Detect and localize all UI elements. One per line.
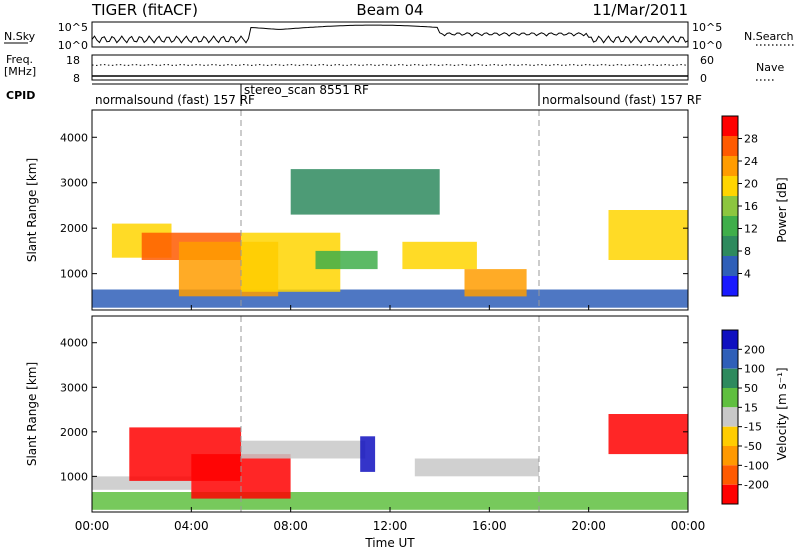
colorbar-swatch bbox=[722, 116, 738, 136]
freq-tick-bottom: 8 bbox=[73, 72, 80, 85]
x-tick-label: 00:00 bbox=[75, 519, 110, 533]
colorbar-swatch bbox=[722, 349, 738, 369]
nave-dotted-line bbox=[91, 64, 689, 66]
echo-region bbox=[402, 241, 477, 270]
colorbar-swatch bbox=[722, 407, 738, 427]
x-tick-label: 04:00 bbox=[174, 519, 209, 533]
power-colorbar: 4 8 12 16 20 24 28 bbox=[721, 115, 758, 297]
y-tick-label: 3000 bbox=[60, 381, 88, 394]
nsearch-tick-bottom: 10^0 bbox=[692, 39, 722, 52]
velocity-y-axis: 1000 2000 3000 4000 bbox=[60, 337, 688, 483]
echo-region bbox=[414, 458, 539, 477]
time-axis: 00:00 04:00 08:00 12:00 16:00 20:00 00:00 bbox=[75, 305, 706, 533]
velocity-echoes bbox=[92, 316, 688, 512]
colorbar-swatch bbox=[722, 136, 738, 156]
nave-label: Nave bbox=[756, 61, 784, 74]
cpid-segment-label: stereo_scan 8551 RF bbox=[244, 83, 369, 97]
colorbar-tick-label: -100 bbox=[744, 459, 769, 472]
freq-label-1: Freq. bbox=[6, 53, 33, 66]
echo-region bbox=[464, 269, 527, 297]
echo-region bbox=[608, 210, 688, 260]
nsky-tick-top: 10^5 bbox=[58, 21, 88, 34]
colorbar-tick-label: 28 bbox=[744, 133, 758, 146]
x-tick-label: 12:00 bbox=[373, 519, 408, 533]
radar-title: TIGER (fitACF) bbox=[91, 1, 198, 19]
colorbar-swatch bbox=[722, 176, 738, 196]
colorbar-swatch bbox=[722, 368, 738, 388]
colorbar-frame bbox=[721, 329, 739, 505]
velocity-ylabel: Slant Range [km] bbox=[25, 362, 39, 466]
x-tick-label: 08:00 bbox=[273, 519, 308, 533]
colorbar-swatch bbox=[722, 465, 738, 485]
x-tick-label: 00:00 bbox=[671, 519, 706, 533]
velocity-colorbar-label: Velocity [m s⁻¹] bbox=[775, 367, 789, 460]
y-tick-label: 4000 bbox=[60, 131, 88, 144]
echo-region bbox=[315, 250, 378, 270]
x-tick-label: 16:00 bbox=[472, 519, 507, 533]
nave-tick-bottom: 0 bbox=[700, 72, 707, 85]
colorbar-swatch bbox=[722, 484, 738, 504]
colorbar-swatch bbox=[722, 330, 738, 350]
x-tick-label: 20:00 bbox=[571, 519, 606, 533]
freq-label-2: [MHz] bbox=[4, 65, 36, 78]
cpid-segment-label: normalsound (fast) 157 RF bbox=[542, 93, 702, 107]
power-colorbar-label: Power [dB] bbox=[775, 177, 789, 242]
colorbar-swatch bbox=[722, 446, 738, 466]
beam-title: Beam 04 bbox=[356, 1, 423, 19]
nsky-panel bbox=[91, 21, 689, 48]
freq-trace bbox=[91, 64, 689, 77]
cpid-segment-label: normalsound (fast) 157 RF bbox=[95, 93, 255, 107]
colorbar-tick-label: -15 bbox=[744, 421, 762, 434]
echo-region bbox=[241, 440, 366, 459]
time-axis-label: Time UT bbox=[364, 536, 415, 550]
colorbar-swatch bbox=[722, 276, 738, 296]
y-tick-label: 1000 bbox=[60, 470, 88, 483]
power-echoes bbox=[92, 110, 688, 310]
power-ylabel: Slant Range [km] bbox=[25, 158, 39, 262]
nsky-tick-bottom: 10^0 bbox=[58, 39, 88, 52]
date-title: 11/Mar/2011 bbox=[592, 1, 688, 19]
colorbar-tick-label: 8 bbox=[744, 245, 751, 258]
colorbar-tick-label: -200 bbox=[744, 479, 769, 492]
colorbar-tick-label: 4 bbox=[744, 268, 751, 281]
y-tick-label: 3000 bbox=[60, 177, 88, 190]
nsky-label: N.Sky bbox=[4, 30, 36, 43]
colorbar-swatch bbox=[722, 426, 738, 446]
power-y-axis: 1000 2000 3000 4000 bbox=[60, 131, 688, 281]
nsearch-tick-top: 10^5 bbox=[692, 21, 722, 34]
echo-region bbox=[608, 414, 688, 455]
colorbar-tick-label: -50 bbox=[744, 440, 762, 453]
freq-tick-top: 18 bbox=[66, 54, 80, 67]
colorbar-swatch bbox=[722, 216, 738, 236]
echo-region bbox=[360, 436, 376, 472]
y-tick-label: 4000 bbox=[60, 337, 88, 350]
y-tick-label: 1000 bbox=[60, 268, 88, 281]
colorbar-tick-label: 20 bbox=[744, 178, 758, 191]
colorbar-tick-label: 15 bbox=[744, 401, 758, 414]
nsky-line bbox=[91, 24, 689, 44]
cpid-label: CPID bbox=[6, 89, 35, 102]
colorbar-tick-label: 12 bbox=[744, 223, 758, 236]
colorbar-swatch bbox=[722, 256, 738, 276]
colorbar-tick-label: 24 bbox=[744, 155, 758, 168]
freq-panel bbox=[91, 54, 689, 81]
nsky-trace bbox=[91, 24, 689, 44]
echo-region bbox=[290, 169, 440, 215]
colorbar-tick-label: 50 bbox=[744, 382, 758, 395]
colorbar-swatch bbox=[722, 156, 738, 176]
colorbar-swatch bbox=[722, 196, 738, 216]
colorbar-swatch bbox=[722, 388, 738, 408]
colorbar-tick-label: 200 bbox=[744, 343, 765, 356]
nsearch-label: N.Search bbox=[744, 30, 794, 43]
colorbar-tick-label: 16 bbox=[744, 200, 758, 213]
velocity-colorbar: 200 100 50 15 -15 -50 -100 -200 bbox=[721, 329, 769, 505]
y-tick-label: 2000 bbox=[60, 426, 88, 439]
colorbar-swatch bbox=[722, 236, 738, 256]
colorbar-tick-label: 100 bbox=[744, 363, 765, 376]
nave-tick-top: 60 bbox=[700, 54, 714, 67]
y-tick-label: 2000 bbox=[60, 222, 88, 235]
